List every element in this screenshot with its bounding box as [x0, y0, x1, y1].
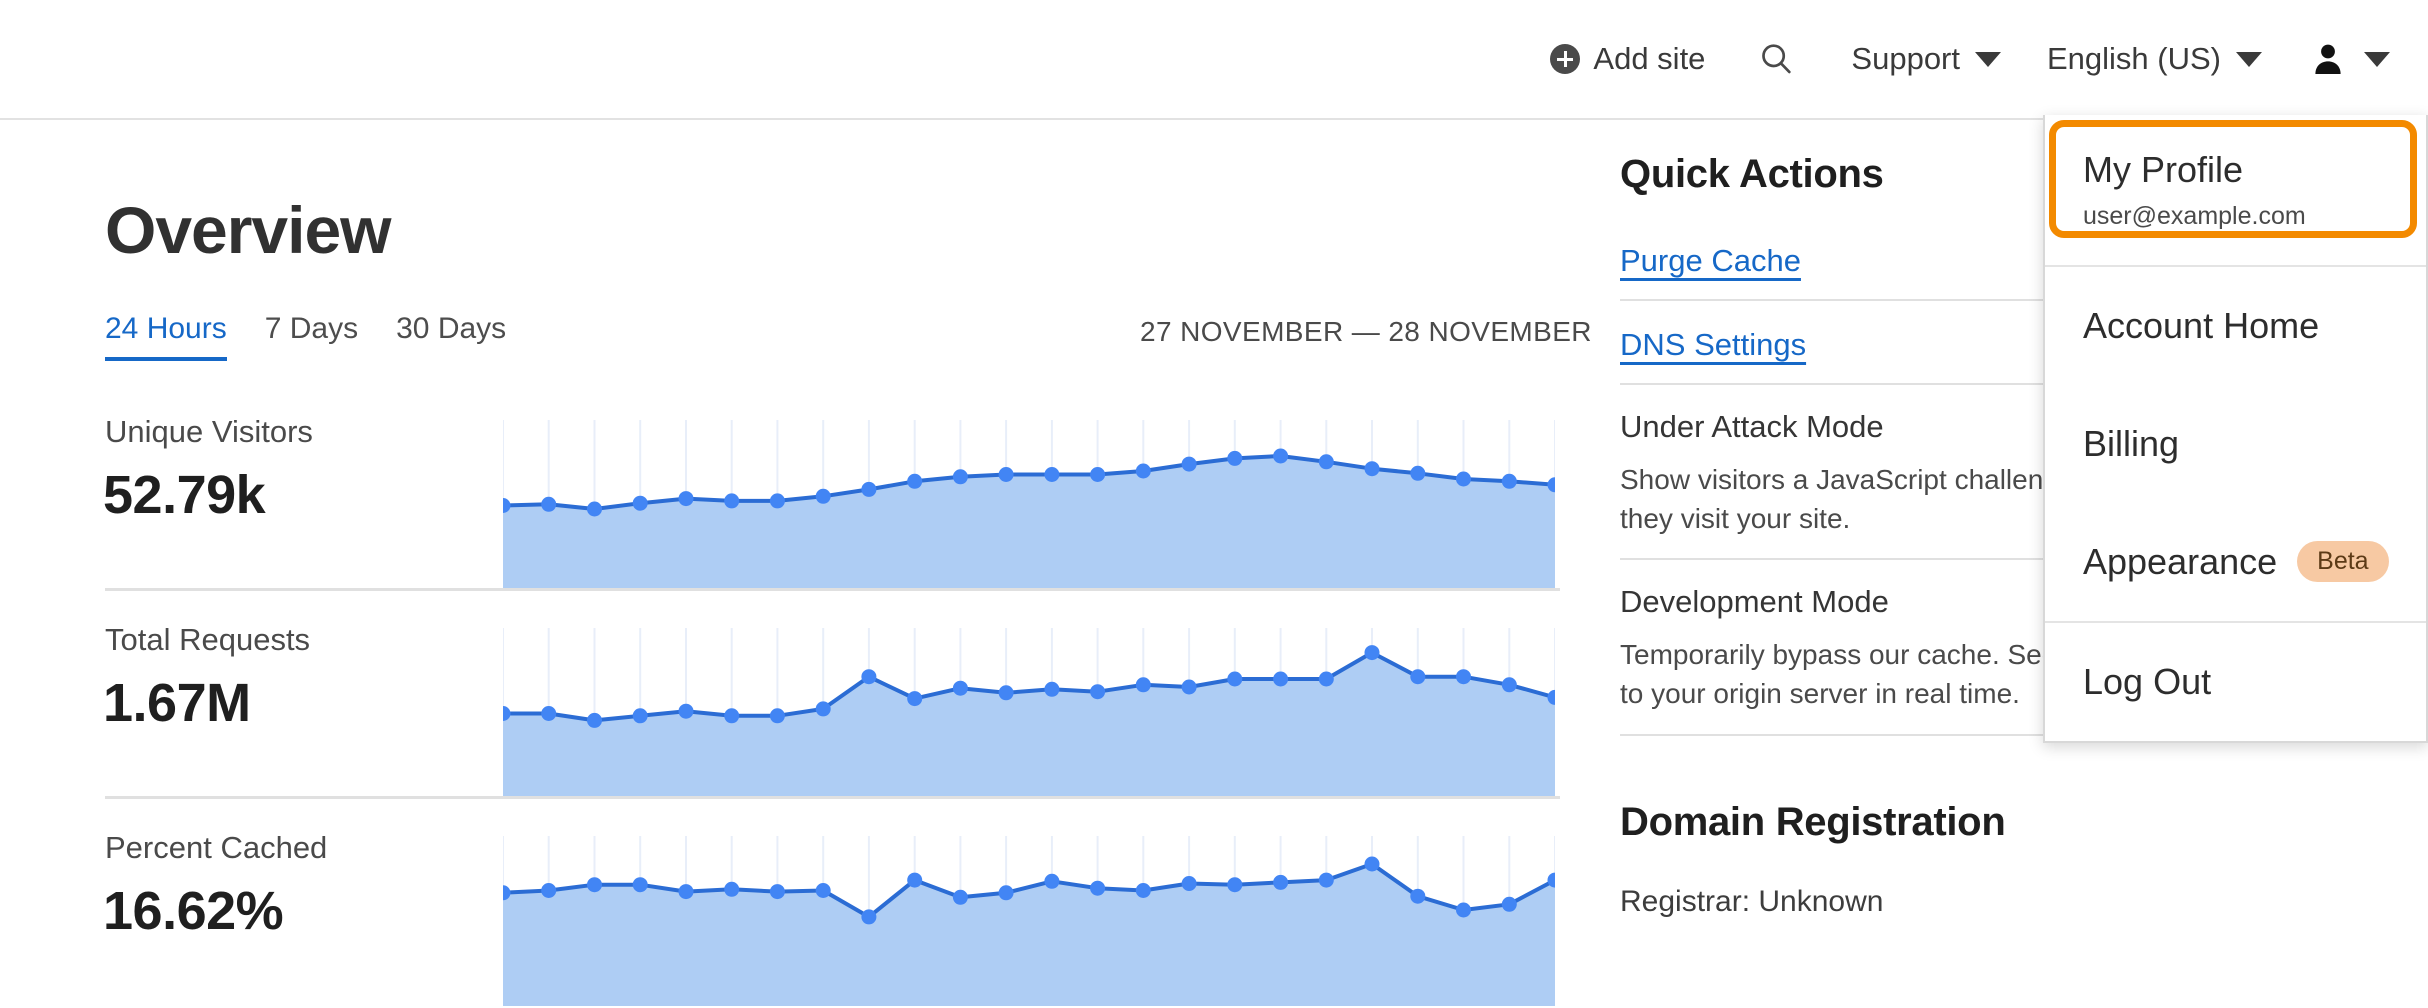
tab-24-hours[interactable]: 24 Hours [105, 312, 227, 361]
top-header: Add site Support English (US) [0, 0, 2428, 120]
metric-row: Total Requests 1.67M [0, 588, 1600, 816]
metric-sparkline-chart [503, 806, 1555, 1006]
metric-value: 52.79k [103, 465, 266, 525]
metric-value: 16.62% [103, 881, 284, 941]
metric-label: Percent Cached [105, 830, 328, 865]
plus-circle-icon [1550, 44, 1581, 74]
header-actions: Add site Support English (US) [1550, 0, 2390, 118]
search-icon [1762, 44, 1792, 74]
dropdown-item-log-out[interactable]: Log Out [2045, 623, 2426, 741]
metric-row: Percent Cached 16.62% [0, 796, 1600, 1008]
account-dropdown-menu: My Profile user@example.com Account Home… [2043, 115, 2428, 743]
metric-row: Unique Visitors 52.79k [0, 400, 1600, 608]
metric-label: Unique Visitors [105, 414, 313, 449]
metric-sparkline-chart [503, 390, 1555, 590]
development-mode-title: Development Mode [1620, 584, 1889, 620]
billing-label: Billing [2083, 422, 2180, 464]
purge-cache-link[interactable]: Purge Cache [1620, 243, 1801, 278]
date-range-label: 27 NOVEMBER — 28 NOVEMBER [1140, 316, 1592, 347]
dropdown-group-secondary: Log Out [2045, 623, 2426, 741]
tab-7-days[interactable]: 7 Days [264, 312, 359, 345]
purge-cache-row: Purge Cache [1620, 243, 2180, 301]
dropdown-item-appearance[interactable]: Appearance Beta [2045, 503, 2426, 621]
metric-value: 1.67M [103, 673, 251, 733]
person-icon [2315, 44, 2341, 74]
add-site-button[interactable]: Add site [1550, 0, 1757, 118]
language-label: English (US) [2047, 41, 2221, 76]
dns-settings-row: DNS Settings [1620, 301, 2180, 385]
my-profile-label: My Profile [2083, 149, 2244, 190]
registrar-line: Registrar: Unknown [1620, 884, 1884, 918]
metric-sparkline-chart [503, 598, 1555, 798]
domain-registration-title: Domain Registration [1620, 799, 2006, 844]
quick-actions-title: Quick Actions [1620, 152, 1884, 196]
metrics-list: Unique Visitors 52.79k Total Requests 1.… [0, 400, 1600, 1008]
right-panel: Quick Actions Purge Cache DNS Settings U… [1620, 152, 2180, 919]
search-button[interactable] [1757, 0, 1851, 118]
add-site-label: Add site [1593, 41, 1706, 76]
account-menu-button[interactable] [2310, 0, 2390, 118]
page-title: Overview [105, 193, 392, 267]
beta-badge: Beta [2297, 541, 2389, 583]
timerange-tabs: 24 Hours 7 Days 30 Days [105, 312, 506, 361]
dropdown-item-account-home[interactable]: Account Home [2045, 267, 2426, 385]
dropdown-item-my-profile[interactable]: My Profile user@example.com [2045, 115, 2426, 267]
metric-label: Total Requests [105, 622, 311, 657]
support-label: Support [1851, 41, 1960, 76]
under-attack-mode-title: Under Attack Mode [1620, 409, 1884, 444]
account-email: user@example.com [2083, 201, 2306, 230]
language-menu[interactable]: English (US) [2047, 0, 2310, 118]
dns-settings-link[interactable]: DNS Settings [1620, 327, 1807, 362]
chevron-down-icon [2236, 51, 2262, 67]
appearance-label: Appearance [2083, 540, 2278, 582]
tab-30-days[interactable]: 30 Days [396, 312, 507, 345]
account-home-label: Account Home [2083, 304, 2320, 346]
chevron-down-icon [1975, 51, 2001, 67]
log-out-label: Log Out [2083, 660, 2212, 702]
dropdown-group-primary: Account Home Billing Appearance Beta [2045, 267, 2426, 623]
dropdown-item-billing[interactable]: Billing [2045, 385, 2426, 503]
chevron-down-icon [2364, 51, 2390, 67]
support-menu[interactable]: Support [1851, 0, 2047, 118]
